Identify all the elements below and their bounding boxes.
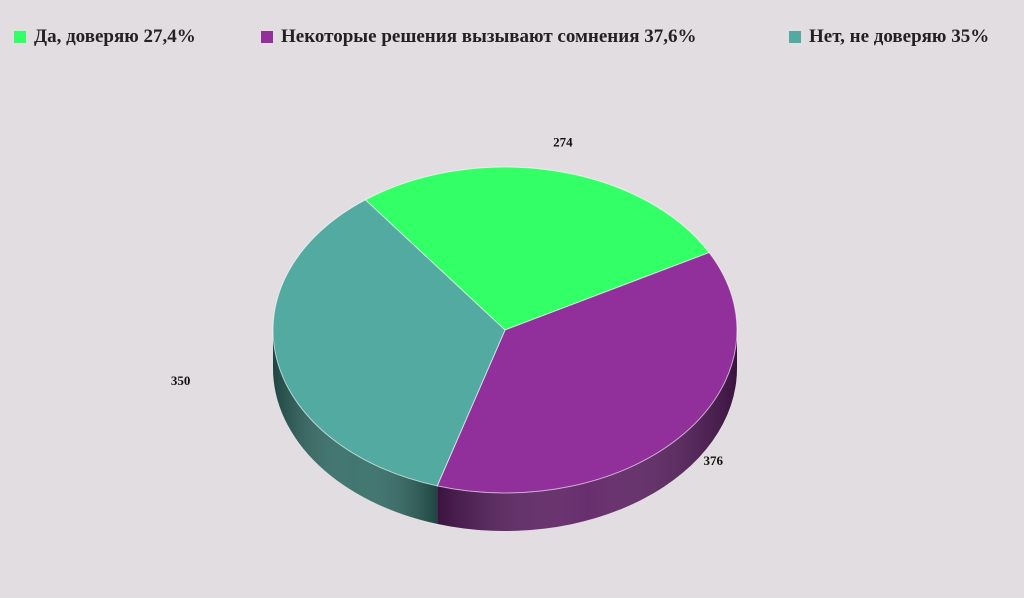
pie-side-shade-no bbox=[273, 330, 438, 524]
legend-swatch-some-doubts bbox=[261, 31, 273, 43]
pie-data-labels: 274 376 350 bbox=[171, 135, 724, 468]
pie-slice-some-doubts bbox=[436, 251, 738, 494]
data-label-no: 350 bbox=[171, 373, 191, 388]
legend-swatch-yes bbox=[14, 31, 26, 43]
legend-label-yes: Да, доверяю 27,4% bbox=[34, 26, 196, 47]
legend-label-some-doubts: Некоторые решения вызывают сомнения 37,6… bbox=[281, 26, 697, 47]
chart-legend: Да, доверяю 27,4% Некоторые решения вызы… bbox=[0, 26, 1024, 52]
pie-slices bbox=[272, 166, 738, 494]
legend-item-yes: Да, доверяю 27,4% bbox=[14, 26, 196, 48]
legend-item-no: Нет, не доверяю 35% bbox=[789, 26, 989, 48]
pie-slice-no bbox=[272, 199, 506, 487]
pie-sides bbox=[273, 330, 737, 531]
pie-side-shade-some-doubts bbox=[437, 330, 737, 531]
legend-item-some-doubts: Некоторые решения вызывают сомнения 37,6… bbox=[261, 26, 696, 48]
data-label-yes: 274 bbox=[553, 135, 573, 150]
legend-swatch-no bbox=[789, 31, 801, 43]
pie-slice-yes bbox=[364, 166, 710, 331]
legend-label-no: Нет, не доверяю 35% bbox=[809, 26, 990, 47]
data-label-some-doubts: 376 bbox=[703, 453, 723, 468]
